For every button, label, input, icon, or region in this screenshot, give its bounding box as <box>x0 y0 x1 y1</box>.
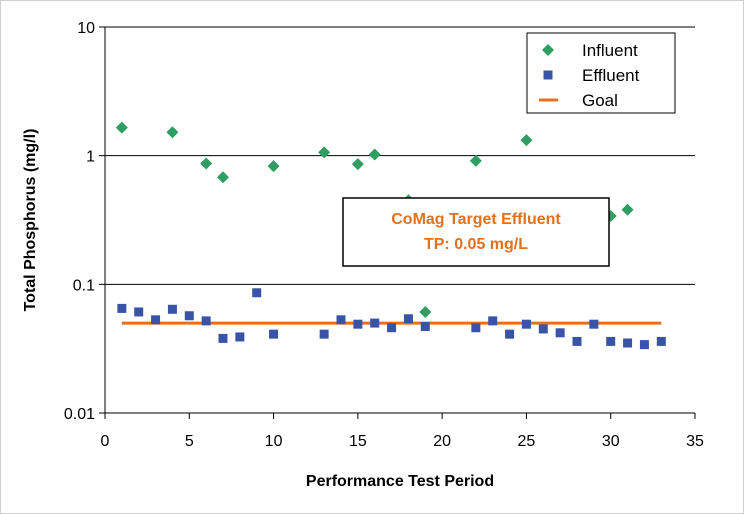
x-tick-label: 35 <box>686 433 704 450</box>
effluent-point <box>353 319 363 329</box>
legend-label: Goal <box>582 91 618 110</box>
y-tick-label: 1 <box>86 149 95 166</box>
effluent-point <box>218 333 228 343</box>
legend-items: Influent Effluent Goal <box>539 41 640 110</box>
x-tick-label: 25 <box>518 433 536 450</box>
effluent-point <box>167 304 177 314</box>
effluent-point <box>589 319 599 329</box>
effluent-point <box>471 323 481 333</box>
effluent-point <box>572 336 582 346</box>
influent-point <box>621 203 634 216</box>
influent-point <box>200 157 213 170</box>
effluent-point <box>252 288 262 298</box>
effluent-point <box>555 328 565 338</box>
effluent-point <box>336 315 346 325</box>
legend-effluent-marker <box>543 70 553 80</box>
influent-point <box>469 154 482 167</box>
effluent-point <box>488 316 498 326</box>
effluent-point <box>235 332 245 342</box>
legend: Influent Effluent Goal <box>526 32 676 114</box>
influent-point <box>115 121 128 134</box>
annotation-line-2: TP: 0.05 mg/L <box>424 236 528 253</box>
tick-labels: 0.01 0.1 1 10 0 5 10 15 20 25 30 35 <box>64 20 704 450</box>
data-points <box>115 121 666 350</box>
y-tick-label: 0.1 <box>73 277 95 294</box>
x-axis-title: Performance Test Period <box>306 473 494 490</box>
y-tick-label: 10 <box>77 20 95 37</box>
effluent-point <box>505 329 515 339</box>
effluent-point <box>403 314 413 324</box>
annotation-line-1: CoMag Target Effluent <box>391 211 561 228</box>
influent-point <box>520 134 533 147</box>
effluent-point <box>538 324 548 334</box>
influent-point <box>267 160 280 173</box>
y-tick-label: 0.01 <box>64 406 95 423</box>
effluent-point <box>151 315 161 325</box>
grid-lines <box>105 26 695 285</box>
axes <box>99 26 696 419</box>
x-tick-label: 0 <box>101 433 110 450</box>
effluent-point <box>521 319 531 329</box>
effluent-point <box>387 323 397 333</box>
influent-point <box>368 148 381 161</box>
influent-point <box>351 158 364 171</box>
effluent-point <box>269 329 279 339</box>
effluent-point <box>639 340 649 350</box>
x-tick-label: 20 <box>433 433 451 450</box>
influent-point <box>166 126 179 139</box>
effluent-point <box>134 307 144 317</box>
annotation-box: CoMag Target Effluent TP: 0.05 mg/L <box>342 197 610 267</box>
legend-label: Effluent <box>582 66 640 85</box>
effluent-point <box>623 338 633 348</box>
legend-influent-marker <box>542 44 554 56</box>
effluent-point <box>201 316 211 326</box>
effluent-point <box>319 329 329 339</box>
y-axis-title: Total Phosphorus (mg/l) <box>22 129 39 312</box>
x-tick-label: 30 <box>602 433 620 450</box>
x-tick-label: 5 <box>185 433 194 450</box>
effluent-point <box>420 322 430 332</box>
effluent-point <box>370 318 380 328</box>
influent-point <box>217 171 229 184</box>
effluent-point <box>184 311 194 321</box>
influent-point <box>318 146 331 159</box>
influent-point <box>419 305 432 318</box>
x-tick-label: 15 <box>349 433 367 450</box>
effluent-point <box>656 336 666 346</box>
x-tick-label: 10 <box>265 433 283 450</box>
effluent-point <box>117 303 127 313</box>
effluent-point <box>606 336 616 346</box>
legend-label: Influent <box>582 41 638 60</box>
annotation-border <box>342 197 610 267</box>
